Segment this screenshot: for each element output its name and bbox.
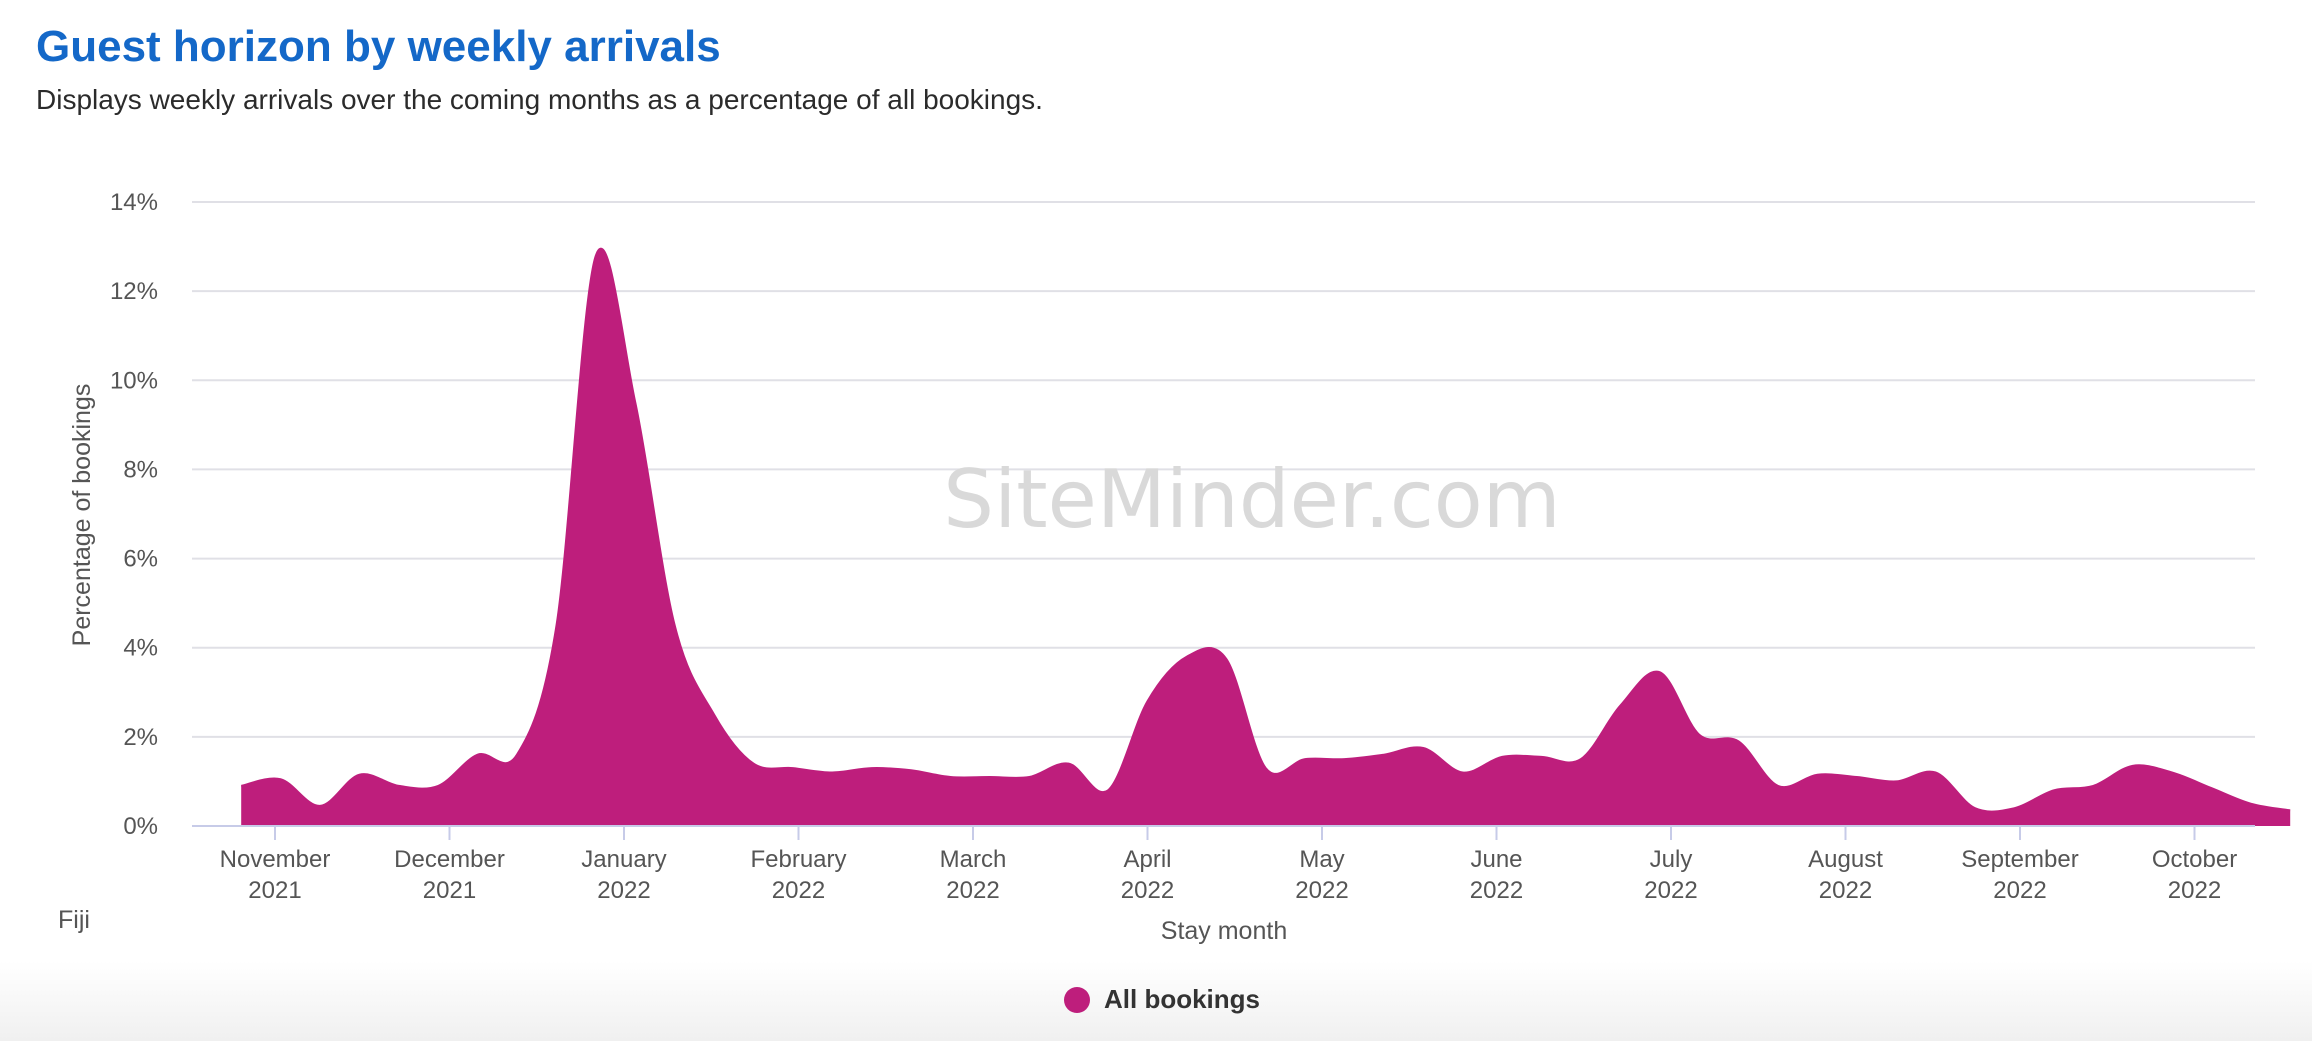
x-tick-label-month: April — [1123, 846, 1171, 873]
x-tick-label-month: November — [220, 846, 331, 873]
x-tick-label-month: June — [1470, 846, 1522, 873]
y-tick-label: 12% — [110, 278, 158, 305]
x-tick-label-year: 2022 — [597, 877, 650, 904]
x-tick-label-year: 2021 — [423, 877, 476, 904]
x-tick-label-month: December — [394, 846, 505, 873]
y-axis-ticks: 0% 2% 4% 6% 8% 10% 12% 14% — [110, 189, 158, 840]
x-tick-label-year: 2022 — [1644, 877, 1697, 904]
x-tick-label-year: 2022 — [1993, 877, 2046, 904]
series-layer — [240, 247, 2291, 826]
legend-marker — [1064, 986, 1090, 1013]
x-tick-label-year: 2022 — [1121, 877, 1174, 904]
x-tick-label-month: May — [1299, 846, 1344, 873]
y-tick-label: 2% — [123, 724, 158, 751]
y-tick-label: 8% — [123, 456, 158, 483]
footer-background — [0, 961, 2312, 1041]
x-axis: November 2021 December 2021 January 2022 Febru… — [192, 825, 2255, 904]
region-label: Fiji — [58, 906, 90, 934]
series-area-all-bookings — [241, 248, 2291, 826]
y-tick-label: 6% — [123, 546, 158, 573]
chart-subtitle: Displays weekly arrivals over the coming… — [36, 84, 1043, 115]
x-tick-label-month: July — [1650, 846, 1693, 873]
x-tick-label-year: 2021 — [248, 877, 301, 904]
grid-lines — [192, 201, 2255, 738]
x-tick-label-month: February — [750, 846, 846, 873]
x-tick-label-year: 2022 — [772, 877, 825, 904]
legend-label: All bookings — [1104, 984, 1260, 1014]
x-tick-label-year: 2022 — [2168, 877, 2221, 904]
x-tick-label-year: 2022 — [1470, 877, 1523, 904]
y-tick-label: 14% — [110, 189, 158, 216]
x-tick-label-month: August — [1808, 846, 1883, 873]
x-tick-label-month: January — [581, 846, 666, 873]
chart-title: Guest horizon by weekly arrivals — [36, 22, 721, 71]
x-tick-label-year: 2022 — [1819, 877, 1872, 904]
y-tick-label: 4% — [123, 635, 158, 662]
x-axis-title: Stay month — [1161, 917, 1287, 945]
x-tick-label-year: 2022 — [1295, 877, 1348, 904]
y-tick-label: 0% — [123, 813, 158, 840]
x-tick-label-year: 2022 — [946, 877, 999, 904]
legend-item-all-bookings[interactable]: All bookings — [1064, 984, 1260, 1015]
series-line-all-bookings — [240, 247, 2291, 813]
y-tick-label: 10% — [110, 367, 158, 394]
x-tick-label-month: March — [940, 846, 1007, 873]
x-tick-label-month: September — [1961, 846, 2078, 873]
watermark-text: SiteMinder.com — [943, 453, 1560, 546]
x-tick-label-month: October — [2152, 846, 2237, 873]
y-axis-title: Percentage of bookings — [68, 384, 96, 647]
